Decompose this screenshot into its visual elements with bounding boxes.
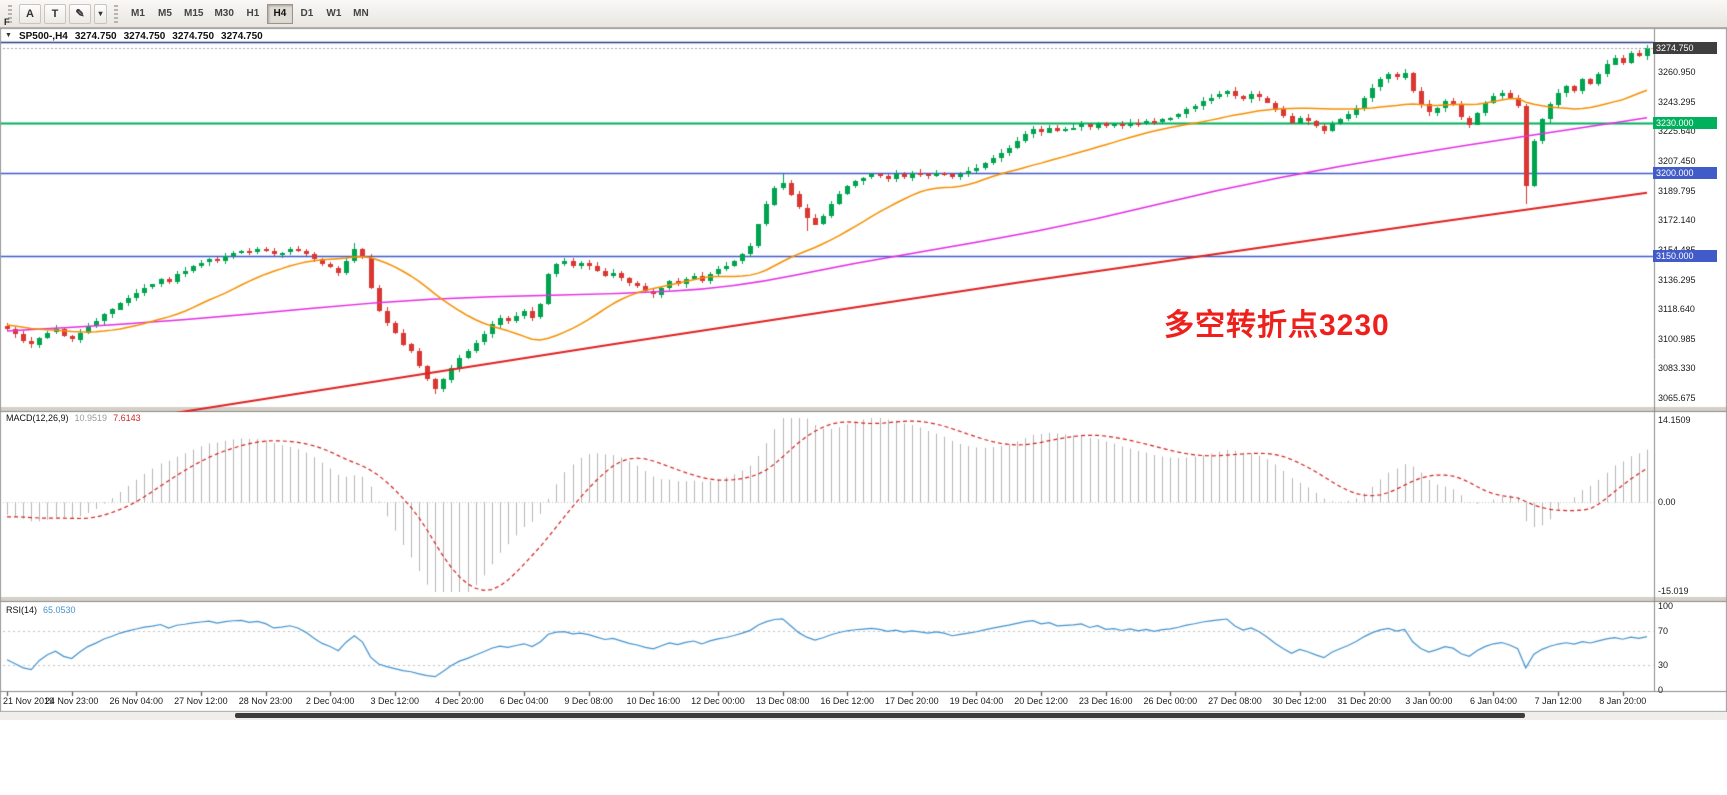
ohlc-close: 3274.750 <box>221 31 263 42</box>
symbol-period-label: SP500-,H4 <box>18 31 68 42</box>
timeframe-button-m30[interactable]: M30 <box>209 4 238 24</box>
ohlc-low: 3274.750 <box>172 31 215 42</box>
ohlc-open: 3274.750 <box>74 31 117 42</box>
macd-indicator-title: MACD(12,26,9) 10.9519 7.6143 <box>6 413 141 423</box>
toolbar-overflow-label: F <box>4 17 10 27</box>
timeframe-button-h1[interactable]: H1 <box>240 4 266 24</box>
scrollbar-handle[interactable] <box>235 713 1525 718</box>
chart-scrollbar <box>0 712 1727 720</box>
rsi-label: RSI(14) <box>6 605 38 615</box>
toolbar-grip[interactable] <box>8 4 12 23</box>
chart-shift-marker: ▼ <box>5 32 12 39</box>
macd-value-signal: 7.6143 <box>113 413 141 423</box>
timeframe-button-m1[interactable]: M1 <box>125 4 151 24</box>
macd-label: MACD(12,26,9) <box>6 413 69 423</box>
main-toolbar: A T ✎ ▾ M1 M5 M15 M30 H1 H4 D1 W1 MN F <box>0 0 1727 28</box>
toolbar-grip-2[interactable] <box>114 4 118 23</box>
rsi-value: 65.0530 <box>43 605 76 615</box>
rsi-indicator-title: RSI(14) 65.0530 <box>6 605 76 615</box>
timeframe-button-w1[interactable]: W1 <box>321 4 347 24</box>
ohlc-high: 3274.750 <box>123 31 166 42</box>
chart-canvas[interactable] <box>0 28 1727 720</box>
chart-annotation: 多空转折点3230 <box>1164 309 1390 342</box>
timeframe-button-mn[interactable]: MN <box>348 4 374 24</box>
chart-window: ▼ SP500-,H4 3274.750 3274.750 3274.750 3… <box>0 28 1727 720</box>
timeframe-button-h4[interactable]: H4 <box>266 3 293 24</box>
tool-draw-button[interactable]: ✎ <box>69 3 91 24</box>
tool-text-button[interactable]: T <box>44 3 66 24</box>
timeframe-button-m5[interactable]: M5 <box>152 4 178 24</box>
macd-value-main: 10.9519 <box>74 413 108 423</box>
chart-title: ▼ SP500-,H4 3274.750 3274.750 3274.750 3… <box>5 31 263 42</box>
tool-more-dropdown[interactable]: ▾ <box>94 3 107 24</box>
tool-arrow-button[interactable]: A <box>19 3 41 24</box>
timeframe-button-d1[interactable]: D1 <box>294 4 320 24</box>
timeframe-group: M1 M5 M15 M30 H1 H4 D1 W1 MN <box>125 3 374 24</box>
timeframe-button-m15[interactable]: M15 <box>179 4 208 24</box>
